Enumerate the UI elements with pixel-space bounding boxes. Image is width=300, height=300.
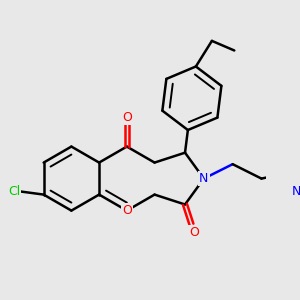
Text: O: O [122,111,132,124]
Text: N: N [291,185,300,198]
Text: O: O [122,204,132,217]
Text: O: O [189,226,199,239]
Text: N: N [199,172,208,185]
Text: Cl: Cl [8,185,20,198]
